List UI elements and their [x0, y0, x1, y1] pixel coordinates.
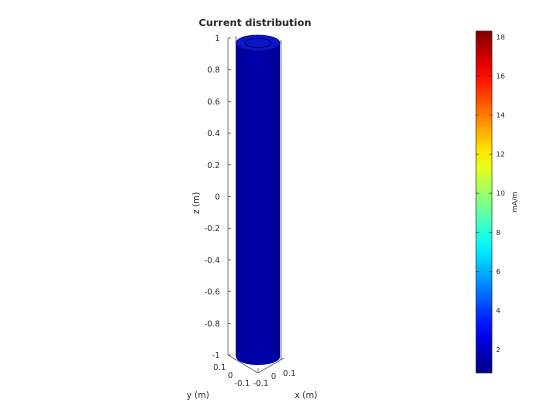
colorbar-tick-label: 2 [496, 346, 500, 354]
y-tick-label: -0.1 [234, 379, 250, 388]
z-tick-label: -1 [212, 351, 220, 360]
x-tick-label: 0.1 [283, 369, 296, 378]
y-axis-label: y (m) [187, 391, 210, 401]
colorbar-tick-label: 16 [496, 72, 505, 80]
cylinder-top-inner-ring [244, 38, 272, 48]
x-tick-label: -0.1 [253, 379, 269, 388]
cylinder-top-cap [235, 34, 281, 52]
z-axis-label: z (m) [192, 192, 202, 214]
cylinder-surface [235, 34, 281, 365]
z-tick-label: 0.6 [207, 97, 220, 106]
y-tick-label: 0 [228, 371, 233, 380]
z-tick-label: -0.8 [204, 319, 220, 328]
colorbar-tick-label: 8 [496, 229, 500, 237]
z-axis-ticks: -1 -0.8 -0.6 -0.4 -0.2 0 0.2 0.4 0.6 0.8 1 [204, 34, 231, 360]
z-tick-label: 0.2 [207, 161, 220, 170]
colorbar-tick-label: 14 [496, 112, 505, 120]
x-tick-label: 0 [271, 372, 276, 381]
z-tick-label: -0.4 [204, 256, 220, 265]
colorbar-tick-label: 10 [496, 190, 505, 198]
z-tick-label: 1 [215, 34, 220, 43]
y-axis-ticks: 0.1 0 -0.1 [213, 363, 250, 388]
chart-title: Current distribution [199, 18, 312, 29]
box-edge-floor-right [257, 357, 285, 374]
colorbar-tick-label: 18 [496, 33, 505, 41]
z-tick-label: 0.4 [207, 129, 220, 138]
z-tick-label: 0 [215, 193, 220, 202]
colorbar-tick-label: 4 [496, 307, 501, 315]
colorbar-ramp [475, 30, 493, 374]
cylinder-bottom-cap [236, 349, 280, 365]
colorbar-tick-label: 12 [496, 151, 505, 159]
z-tick-label: -0.2 [204, 224, 220, 233]
colorbar: 2 4 6 8 10 12 14 16 18 mA/m [475, 30, 519, 374]
y-tick-label: 0.1 [213, 363, 226, 372]
colorbar-label: mA/m [511, 191, 519, 212]
cylinder-shading [236, 43, 280, 357]
x-axis-ticks: -0.1 0 0.1 [253, 369, 296, 388]
colorbar-tick-label: 6 [496, 268, 501, 276]
z-tick-label: 0.8 [207, 66, 220, 75]
x-axis-label: x (m) [295, 391, 318, 401]
box-edge-floor-left [227, 354, 259, 374]
colorbar-ticks: 2 4 6 8 10 12 14 16 18 [476, 33, 505, 354]
z-tick-label: -0.6 [204, 288, 220, 297]
